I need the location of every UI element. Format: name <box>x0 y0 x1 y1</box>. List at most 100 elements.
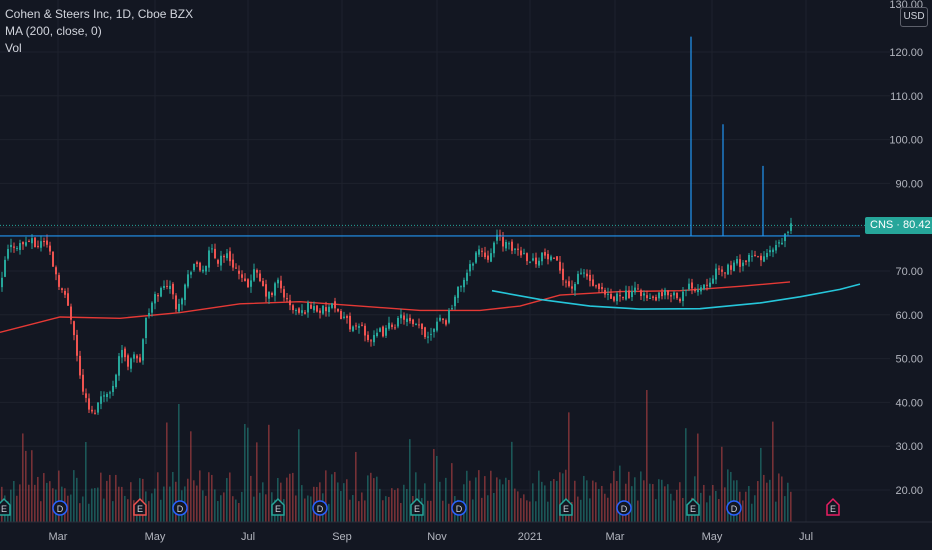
candle-body <box>640 290 642 297</box>
dividend-marker[interactable]: D <box>616 500 632 516</box>
price-axis-label: 20.00 <box>895 485 923 497</box>
dividend-marker[interactable]: D <box>312 500 328 516</box>
volume-bar <box>631 486 633 522</box>
candle-body <box>439 317 441 321</box>
candle-body <box>235 267 237 269</box>
volume-bar <box>742 500 744 522</box>
time-axis[interactable]: Mar May Jul Sep Nov 2021 Mar May Jul <box>0 521 932 543</box>
candle-body <box>28 241 30 243</box>
volume-bar <box>256 442 258 522</box>
candle-body <box>232 259 234 268</box>
candle-body <box>409 317 411 322</box>
volume-bar <box>118 486 120 522</box>
price-axis-label: 110.00 <box>890 91 923 103</box>
volume-bar <box>433 448 435 522</box>
earnings-marker[interactable]: E <box>271 497 285 516</box>
candle-body <box>334 301 336 309</box>
volume-bar <box>262 482 264 522</box>
volume-bar <box>67 495 69 522</box>
volume-bar <box>652 484 654 522</box>
candle-body <box>553 257 555 259</box>
volume-indicator-label[interactable]: Vol <box>5 41 22 55</box>
candle-body <box>289 300 291 306</box>
candle-body <box>103 395 105 397</box>
dividend-marker[interactable]: D <box>172 500 188 516</box>
candle-body <box>505 242 507 249</box>
volume-bar <box>568 412 570 522</box>
candle-body <box>331 303 333 308</box>
earnings-marker[interactable]: E <box>686 497 700 516</box>
volume-bar <box>169 486 171 522</box>
candle-body <box>61 288 63 290</box>
candle-body <box>697 289 699 293</box>
candle-body <box>634 287 636 293</box>
candlesticks <box>1 217 792 415</box>
volume-bar <box>487 495 489 522</box>
volume-bar <box>361 492 363 522</box>
volume-bar <box>685 428 687 522</box>
earnings-marker[interactable]: E <box>826 497 840 516</box>
candle-body <box>544 252 546 256</box>
candle-body <box>247 279 249 288</box>
candle-body <box>184 284 186 300</box>
volume-bar <box>340 491 342 522</box>
volume-bar <box>403 484 405 522</box>
earnings-marker[interactable]: E <box>133 497 147 516</box>
candle-body <box>349 315 351 330</box>
volume-bar <box>553 479 555 522</box>
volume-bar <box>172 471 174 522</box>
volume-bar <box>265 494 267 522</box>
volume-bar <box>586 480 588 522</box>
volume-bar <box>775 501 777 522</box>
candle-body <box>490 253 492 262</box>
candle-body <box>217 260 219 264</box>
volume-bar <box>25 450 27 522</box>
candle-body <box>322 305 324 314</box>
volume-bar <box>523 494 525 522</box>
time-axis-label: Nov <box>427 531 447 543</box>
volume-bar <box>349 499 351 522</box>
candle-body <box>13 246 15 248</box>
volume-bar <box>430 500 432 522</box>
candle-body <box>457 286 459 298</box>
candle-body <box>52 251 54 267</box>
dividend-marker[interactable]: D <box>451 500 467 516</box>
candle-body <box>328 306 330 313</box>
dividend-marker[interactable]: D <box>726 500 742 516</box>
volume-bar <box>751 503 753 522</box>
volume-bar <box>424 483 426 522</box>
volume-bar <box>616 480 618 522</box>
ma-indicator-label[interactable]: MA (200, close, 0) <box>5 24 102 38</box>
candle-body <box>571 286 573 289</box>
candle-body <box>76 334 78 356</box>
volume-bar <box>232 496 234 522</box>
candle-body <box>10 244 12 248</box>
volume-bars <box>1 390 792 522</box>
earnings-marker[interactable]: E <box>410 497 424 516</box>
volume-bar <box>325 470 327 522</box>
currency-button[interactable]: USD <box>900 7 928 27</box>
price-axis[interactable]: 120.00110.00100.0090.0080.0070.0060.0050… <box>889 0 923 497</box>
candle-body <box>361 324 363 326</box>
earnings-marker[interactable]: E <box>0 497 11 516</box>
ma-200-line <box>0 281 791 333</box>
volume-bar <box>52 488 54 522</box>
volume-bar <box>217 501 219 522</box>
candle-body <box>766 253 768 258</box>
volume-bar <box>562 473 564 522</box>
volume-bar <box>163 486 165 522</box>
candle-body <box>220 255 222 266</box>
volume-bar <box>784 496 786 522</box>
symbol-title[interactable]: Cohen & Steers Inc, 1D, Cboe BZX <box>5 7 194 21</box>
candle-body <box>223 256 225 258</box>
earnings-marker[interactable]: E <box>559 497 573 516</box>
volume-bar <box>565 469 567 522</box>
dividend-marker[interactable]: D <box>52 500 68 516</box>
chart-legend: Cohen & Steers Inc, 1D, Cboe BZX MA (200… <box>5 6 193 57</box>
volume-bar <box>298 429 300 522</box>
volume-bar <box>154 488 156 522</box>
time-axis-label: Jul <box>799 531 813 543</box>
volume-bar <box>637 500 639 522</box>
